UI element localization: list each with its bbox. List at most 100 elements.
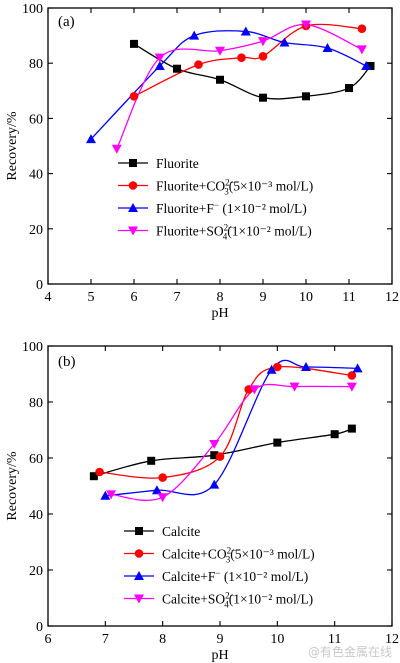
panel-label: (b)	[58, 354, 76, 370]
legend-marker	[134, 594, 144, 604]
x-tick-label: 8	[217, 290, 224, 305]
x-tick-label: 9	[260, 290, 267, 305]
y-tick-label: 20	[29, 223, 43, 238]
legend-label: Fluorite+SO2− 4(1×10⁻² mol/L)	[156, 223, 312, 242]
panel-label: (a)	[58, 14, 75, 30]
x-axis-label: pH	[211, 306, 228, 321]
legend-label: Calcite+SO2− 4(1×10⁻² mol/L)	[162, 591, 313, 610]
data-point	[158, 473, 167, 482]
data-point	[279, 37, 290, 47]
x-tick-label: 5	[88, 290, 95, 305]
legend-label: Fluorite+F− (1×10⁻² mol/L)	[156, 200, 307, 216]
legend-label: Calcite+F− (1×10⁻² mol/L)	[162, 568, 308, 584]
data-point	[273, 362, 282, 372]
x-tick-label: 7	[102, 632, 109, 647]
data-point	[346, 382, 357, 392]
data-point	[356, 45, 367, 55]
data-point	[173, 64, 181, 73]
data-point	[194, 60, 203, 69]
series-line	[110, 383, 352, 502]
watermark-text: @有色金属在线	[308, 644, 392, 659]
data-point	[189, 30, 200, 40]
y-tick-label: 80	[29, 57, 43, 72]
y-tick-label: 100	[22, 2, 43, 17]
data-point	[157, 493, 168, 503]
series-line	[99, 365, 352, 479]
data-point	[259, 93, 267, 102]
y-axis-label: Recovery/%	[5, 111, 20, 181]
legend-marker	[128, 226, 138, 236]
y-tick-label: 60	[29, 452, 43, 467]
x-tick-label: 11	[328, 632, 341, 647]
x-tick-label: 12	[385, 632, 399, 647]
data-point	[147, 456, 156, 465]
data-point	[215, 46, 225, 56]
data-point	[209, 479, 220, 489]
data-point	[301, 20, 311, 30]
data-point	[106, 490, 117, 500]
data-point	[237, 53, 246, 62]
x-tick-label: 6	[131, 290, 138, 305]
data-point	[361, 60, 372, 70]
y-tick-label: 40	[29, 168, 43, 183]
data-point	[210, 451, 219, 460]
x-tick-label: 10	[270, 632, 284, 647]
y-axis-label: Recovery/%	[5, 451, 20, 521]
data-point	[129, 92, 139, 101]
data-point	[330, 430, 339, 439]
x-tick-label: 10	[299, 290, 313, 305]
data-point	[366, 61, 375, 70]
y-tick-label: 0	[36, 278, 43, 293]
data-point	[95, 467, 104, 477]
legend-label: Fluorite	[156, 156, 199, 171]
x-tick-label: 4	[45, 290, 52, 305]
data-point	[258, 37, 268, 47]
data-point	[240, 26, 251, 36]
legend-marker	[135, 527, 143, 535]
x-axis-label: pH	[211, 648, 228, 663]
x-tick-label: 6	[45, 632, 52, 647]
legend-marker	[134, 571, 144, 580]
data-point	[130, 39, 138, 48]
y-tick-label: 80	[29, 396, 43, 411]
series-line	[105, 359, 358, 497]
chart-panel-b: 6 7 8 9 10 11 12 0 20 40 60 80 100 pH Recovery/% (b) Cal…	[5, 340, 399, 663]
data-point	[89, 472, 98, 481]
data-point	[322, 43, 333, 53]
y-tick-label: 100	[22, 340, 43, 355]
data-point	[345, 84, 353, 93]
data-point	[357, 24, 367, 33]
legend-label: Calcite	[162, 524, 200, 539]
legend-label: Fluorite+CO2− 3(5×10⁻³ mol/L)	[156, 178, 313, 197]
legend-marker	[129, 159, 137, 167]
data-point	[86, 134, 96, 144]
y-tick-label: 60	[29, 112, 43, 127]
legend-label: Calcite+CO2− 3(5×10⁻³ mol/L)	[162, 546, 315, 565]
data-point	[347, 371, 357, 380]
data-point	[249, 385, 260, 395]
data-point	[258, 52, 268, 61]
data-point	[154, 53, 165, 63]
data-point	[154, 60, 165, 70]
chart-panel-a: 4 5 6 7 8 9 10 11 12 0 20 40 60 80 100 pH Recovery/% (a) F…	[5, 2, 399, 321]
x-tick-label: 8	[159, 632, 166, 647]
y-tick-label: 20	[29, 564, 43, 579]
data-point	[215, 452, 225, 461]
x-tick-label: 11	[342, 290, 355, 305]
data-point	[302, 92, 310, 101]
plot-frame	[47, 345, 393, 627]
data-point	[347, 424, 356, 433]
legend-marker	[128, 181, 138, 190]
data-point	[151, 485, 162, 495]
data-point	[273, 438, 282, 447]
y-tick-label: 0	[36, 620, 43, 635]
data-point	[216, 75, 224, 84]
x-tick-label: 7	[174, 290, 181, 305]
legend-marker	[134, 549, 144, 558]
data-point	[111, 144, 122, 154]
y-tick-label: 40	[29, 508, 43, 523]
data-point	[289, 382, 300, 392]
data-point	[209, 440, 220, 449]
data-point	[266, 364, 277, 374]
